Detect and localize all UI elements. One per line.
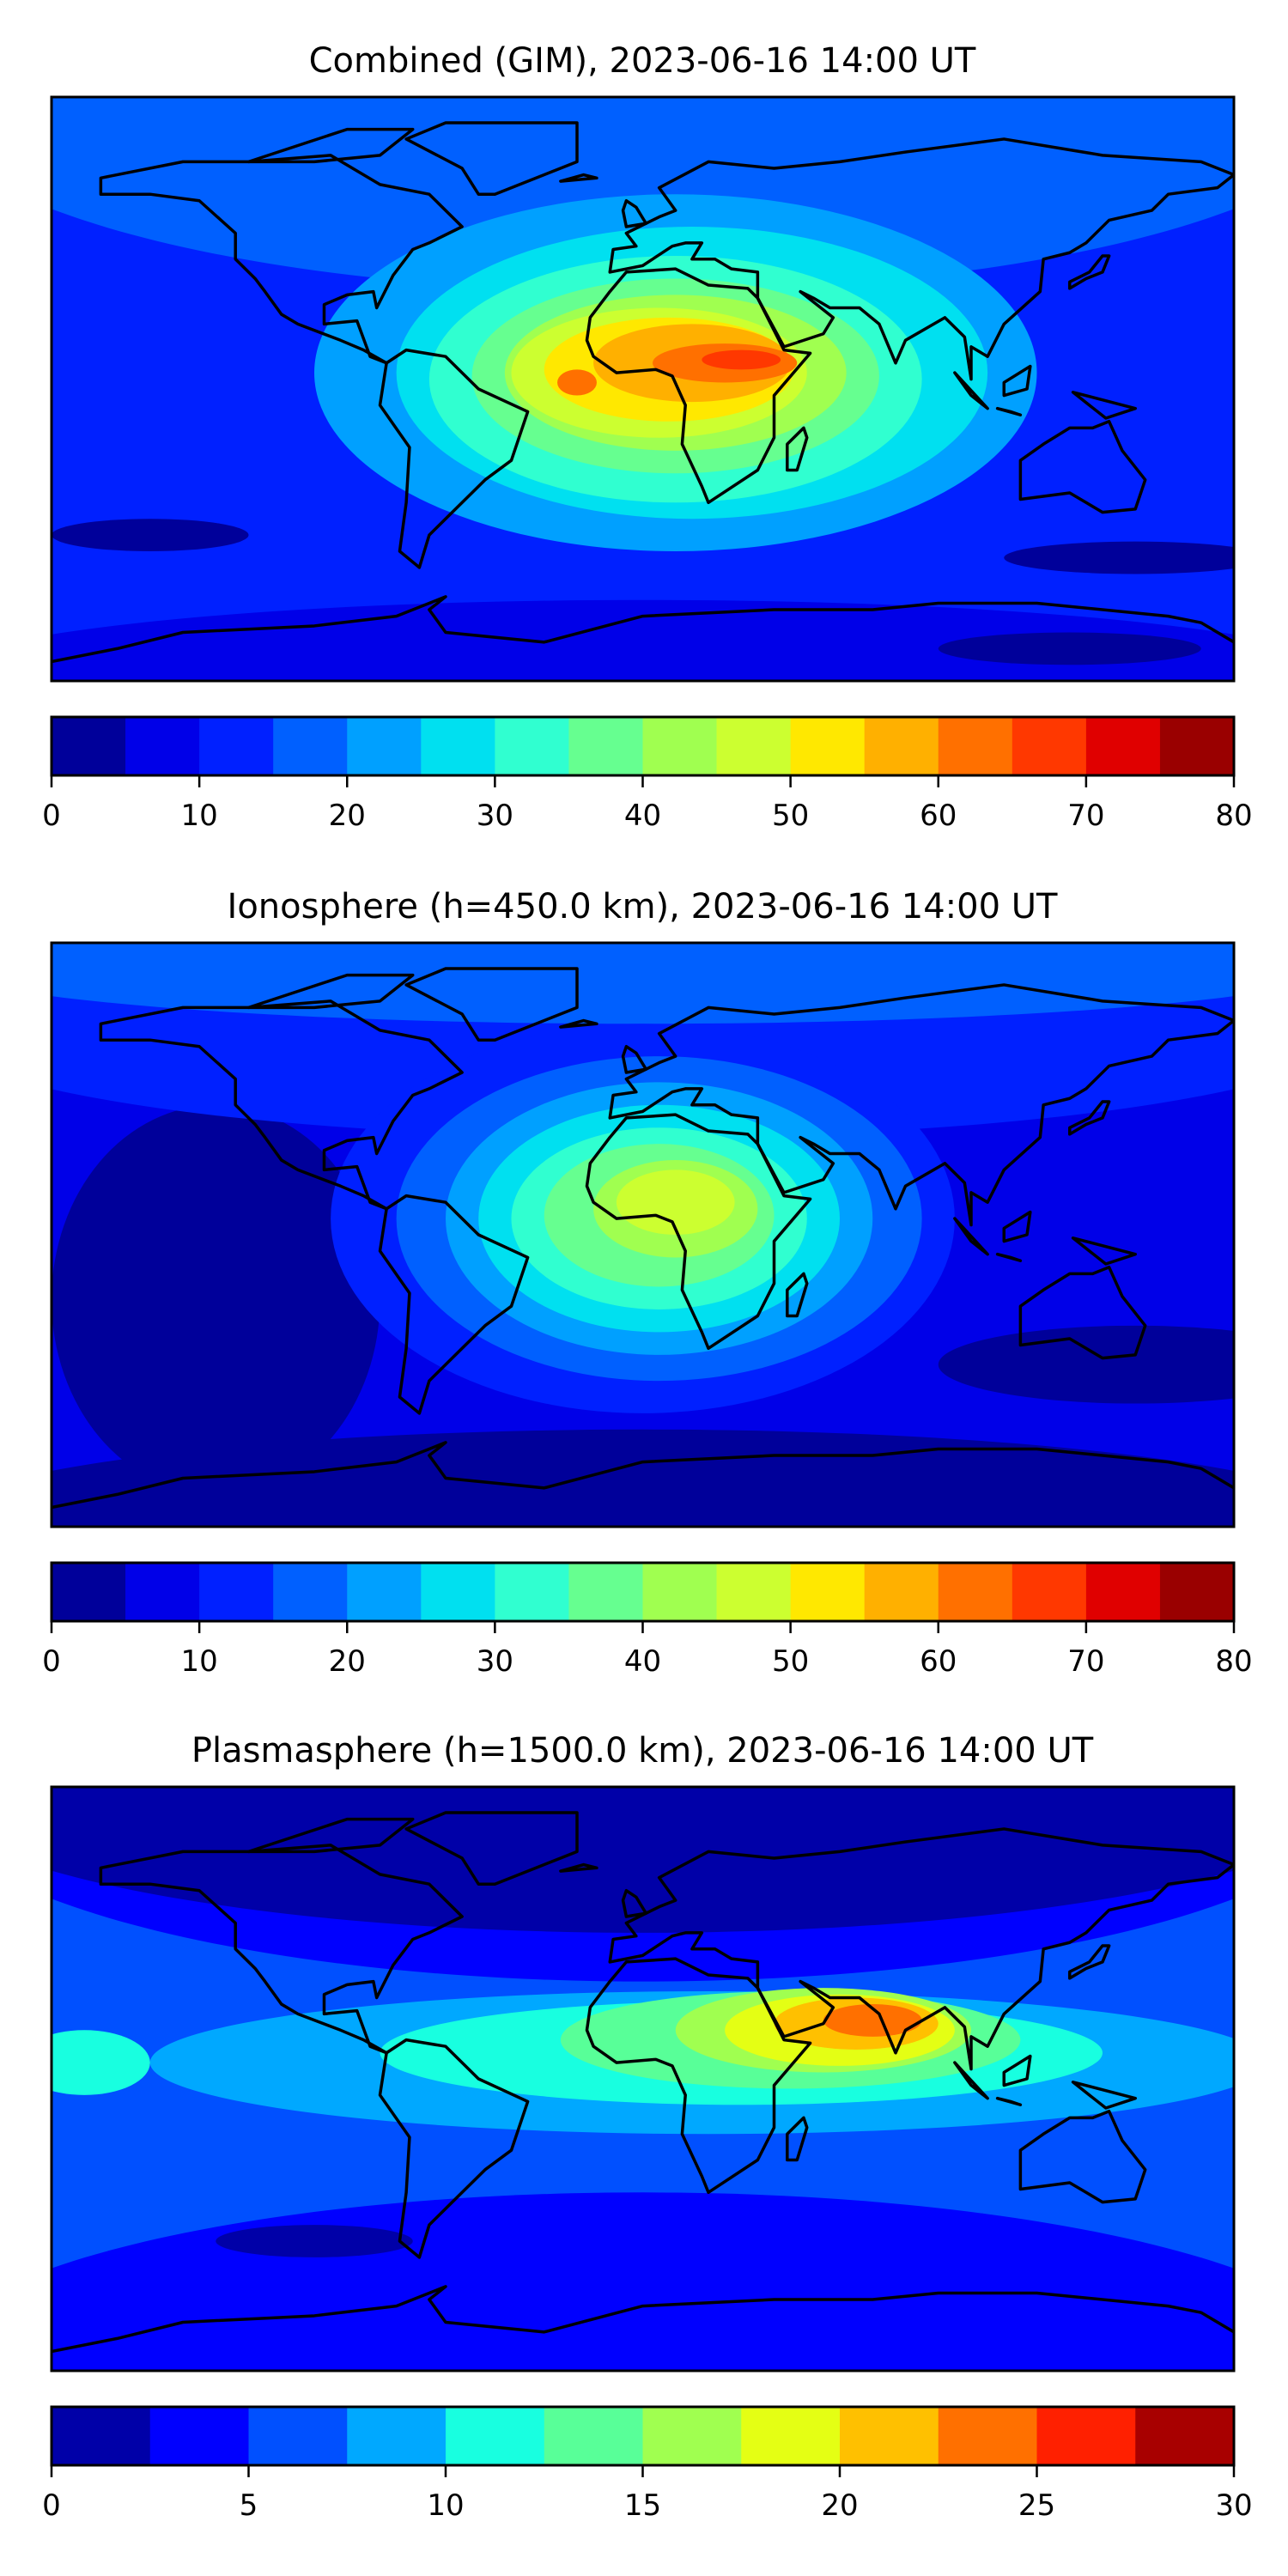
colorbar-tick-label: 0 — [42, 2488, 61, 2523]
panel-combined: Combined (GIM), 2023-06-16 14:00 UT — [42, 41, 1253, 833]
colorbar-swatch — [938, 1563, 1013, 1621]
colorbar-swatch — [347, 717, 422, 775]
colorbar-swatch — [1085, 1563, 1161, 1621]
contour-layer — [938, 632, 1201, 665]
colorbar-tick-label: 50 — [772, 799, 809, 833]
map — [50, 1785, 1236, 2372]
colorbar-tick-label: 80 — [1215, 799, 1252, 833]
contour-layer — [52, 97, 1234, 292]
colorbar-tick-label: 0 — [42, 799, 61, 833]
colorbar-swatch — [273, 717, 348, 775]
colorbar-swatch — [248, 2407, 348, 2465]
colorbar-tick-label: 30 — [477, 1644, 513, 1679]
colorbar-tick-label: 40 — [624, 1644, 661, 1679]
colorbar-swatch — [1135, 2407, 1235, 2465]
colorbar-tick-label: 70 — [1067, 799, 1104, 833]
colorbar-swatch — [568, 717, 643, 775]
panel-ionosphere: Ionosphere (h=450.0 km), 2023-06-16 14:0… — [42, 887, 1253, 1679]
colorbar-swatch — [716, 717, 792, 775]
colorbar-swatch — [347, 1563, 422, 1621]
contour-layer — [616, 1170, 735, 1235]
colorbar-swatch — [938, 2407, 1037, 2465]
colorbar-swatch — [52, 1563, 126, 1621]
colorbar-tick-label: 20 — [821, 2488, 858, 2523]
contour-layer — [823, 2004, 922, 2037]
colorbar-swatch — [864, 1563, 939, 1621]
colorbar-tick-label: 70 — [1067, 1644, 1104, 1679]
colorbar-swatch — [421, 717, 495, 775]
contour-layer — [52, 2030, 150, 2095]
colorbar-swatch — [642, 717, 718, 775]
colorbar-swatch — [790, 717, 866, 775]
colorbar-tick-label: 10 — [180, 1644, 217, 1679]
colorbar-swatch — [642, 2407, 742, 2465]
colorbar-tick-label: 40 — [624, 799, 661, 833]
contour-layer — [1004, 541, 1234, 574]
colorbar-swatch — [52, 2407, 151, 2465]
colorbar-swatch — [741, 2407, 841, 2465]
colorbar-swatch — [544, 2407, 643, 2465]
contour-layer — [52, 1787, 1234, 1933]
contour-layer — [938, 1325, 1234, 1404]
colorbar-swatch — [864, 717, 939, 775]
colorbar-tick-label: 20 — [329, 1644, 366, 1679]
colorbar-swatch — [938, 717, 1013, 775]
panel-plasmasphere: Plasmasphere (h=1500.0 km), 2023-06-16 1… — [42, 1731, 1253, 2523]
colorbar-tick-label: 30 — [1215, 2488, 1252, 2523]
contour-layer — [557, 369, 597, 396]
colorbar-swatch — [1159, 717, 1235, 775]
colorbar-tick-label: 60 — [920, 1644, 957, 1679]
contour-layer — [52, 1104, 380, 1495]
contour-layer — [52, 519, 249, 551]
colorbar-tick-label: 15 — [624, 2488, 661, 2523]
panel-title: Plasmasphere (h=1500.0 km), 2023-06-16 1… — [191, 1731, 1094, 1771]
contour-layer — [52, 599, 1234, 681]
colorbar-tick-label: 10 — [180, 799, 217, 833]
colorbar-swatch — [495, 717, 569, 775]
colorbar-swatch — [199, 717, 274, 775]
colorbar-swatch — [1085, 717, 1161, 775]
map — [50, 941, 1236, 1528]
colorbar-swatch — [125, 717, 200, 775]
colorbar-tick-label: 20 — [329, 799, 366, 833]
panel-title: Ionosphere (h=450.0 km), 2023-06-16 14:0… — [228, 887, 1058, 927]
colorbar-swatch — [642, 1563, 718, 1621]
colorbar-tick-label: 60 — [920, 799, 957, 833]
colorbar-tick-label: 25 — [1018, 2488, 1055, 2523]
colorbar-swatch — [52, 717, 126, 775]
map — [50, 95, 1236, 683]
colorbar-tick-label: 5 — [240, 2488, 258, 2523]
colorbar-swatch — [1159, 1563, 1235, 1621]
colorbar-swatch — [495, 1563, 569, 1621]
colorbar-tick-label: 50 — [772, 1644, 809, 1679]
colorbar: 0 5 10 15 20 25 30 — [42, 2405, 1253, 2523]
colorbar: 0 10 20 30 40 50 60 70 80 — [42, 715, 1253, 833]
colorbar-swatch — [347, 2407, 447, 2465]
colorbar-tick-label: 10 — [427, 2488, 464, 2523]
contour-layer — [216, 2225, 413, 2257]
colorbar-swatch — [273, 1563, 348, 1621]
colorbar-swatch — [446, 2407, 545, 2465]
colorbar-swatch — [790, 1563, 866, 1621]
colorbar-swatch — [1036, 2407, 1136, 2465]
contour-layer — [52, 1429, 1234, 1527]
colorbar-tick-label: 30 — [477, 799, 513, 833]
panel-title: Combined (GIM), 2023-06-16 14:00 UT — [309, 41, 976, 81]
colorbar-tick-label: 80 — [1215, 1644, 1252, 1679]
colorbar-swatch — [840, 2407, 939, 2465]
colorbar-swatch — [1012, 717, 1087, 775]
colorbar-swatch — [199, 1563, 274, 1621]
contour-layer — [702, 349, 781, 370]
colorbar-swatch — [149, 2407, 249, 2465]
colorbar: 0 10 20 30 40 50 60 70 80 — [42, 1561, 1253, 1679]
colorbar-tick-label: 0 — [42, 1644, 61, 1679]
colorbar-swatch — [568, 1563, 643, 1621]
colorbar-swatch — [421, 1563, 495, 1621]
colorbar-swatch — [1012, 1563, 1087, 1621]
colorbar-swatch — [125, 1563, 200, 1621]
colorbar-swatch — [716, 1563, 792, 1621]
